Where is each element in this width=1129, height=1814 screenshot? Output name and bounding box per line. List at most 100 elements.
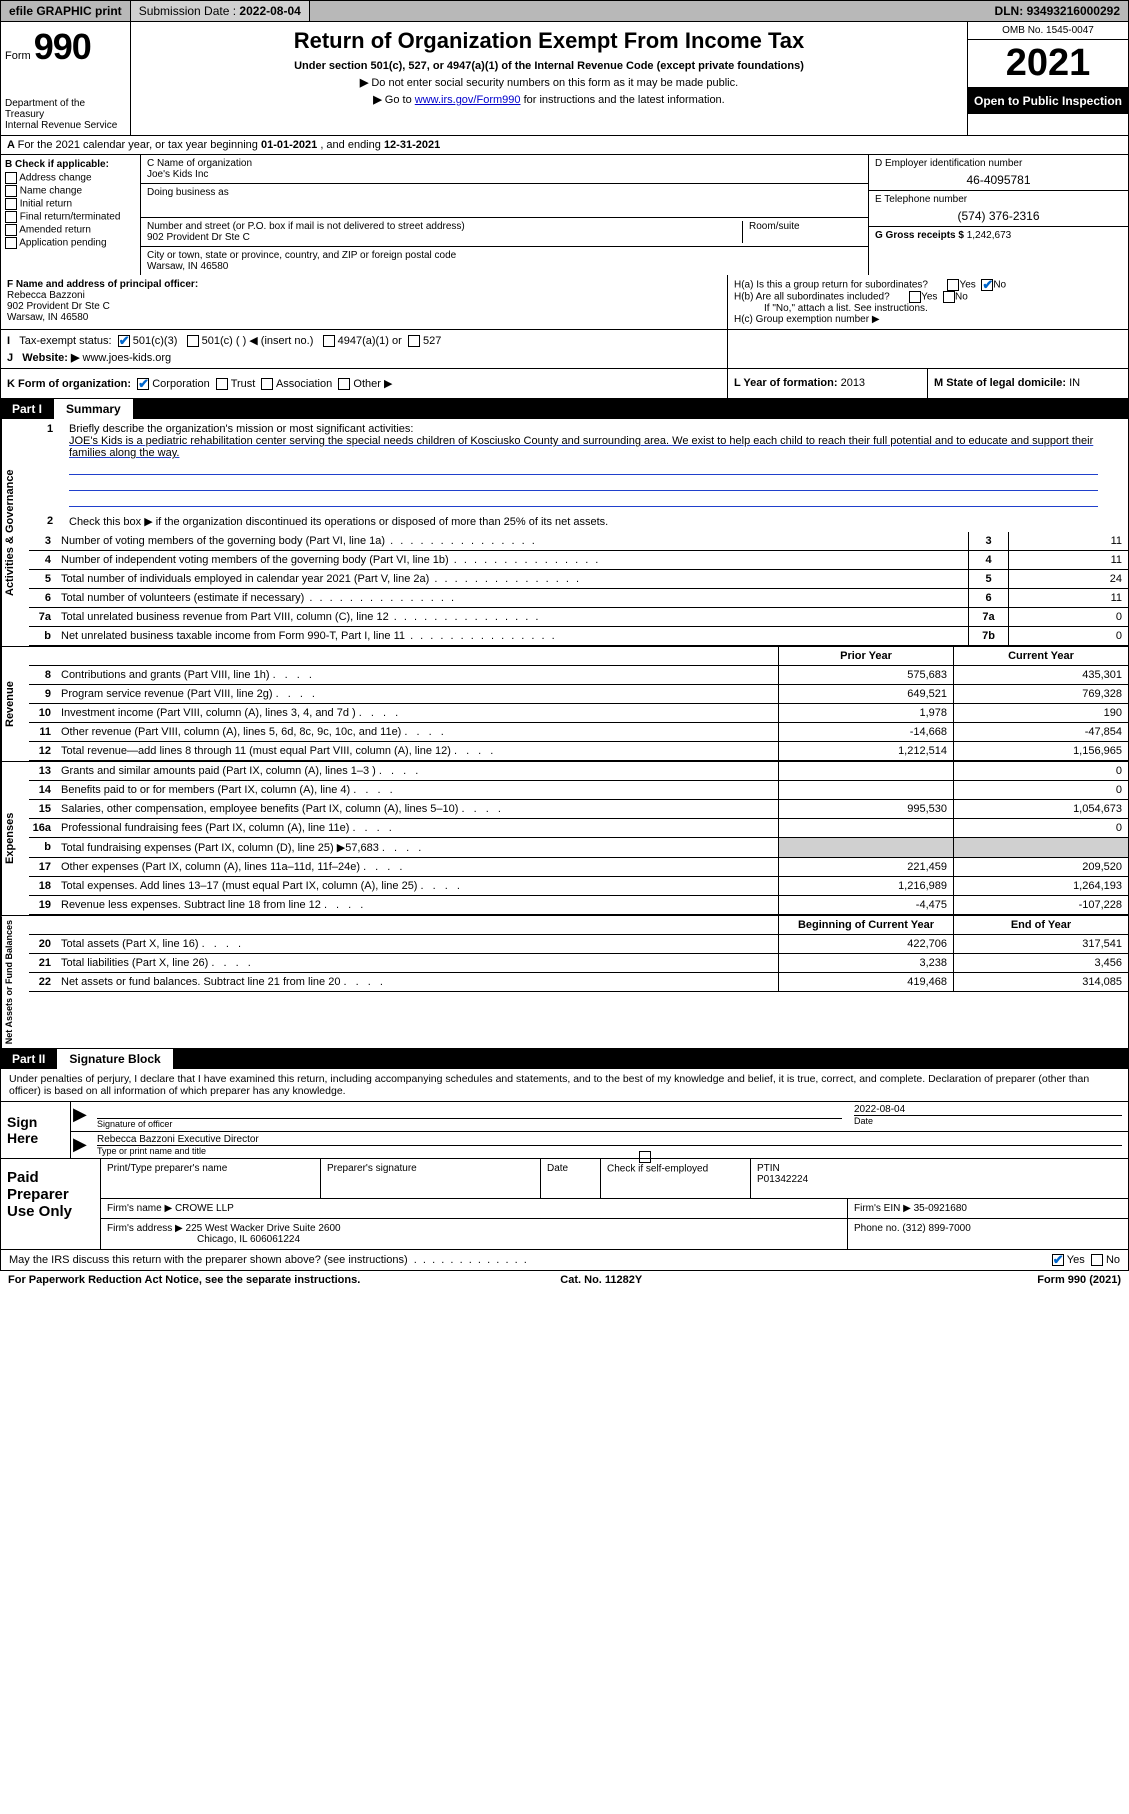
part-1-header: Part I Summary — [0, 399, 1129, 419]
chk-trust[interactable] — [216, 378, 228, 390]
org-name-box: C Name of organization Joe's Kids Inc — [141, 155, 868, 184]
ein-value: 46-4095781 — [875, 169, 1122, 187]
chk-initial-return[interactable]: Initial return — [5, 198, 136, 210]
firm-ein-value: 35-0921680 — [914, 1203, 967, 1214]
line-prior — [778, 781, 953, 799]
row-f-h: F Name and address of principal officer:… — [0, 275, 1129, 330]
line-text: Benefits paid to or for members (Part IX… — [57, 781, 778, 799]
line-current: -47,854 — [953, 723, 1128, 741]
part-2-title: Signature Block — [57, 1049, 172, 1069]
prep-sig-cell[interactable]: Preparer's signature — [321, 1159, 541, 1198]
chk-ha-yes[interactable] — [947, 279, 959, 291]
summary-line-7b: bNet unrelated business taxable income f… — [29, 627, 1128, 646]
name-title-label: Type or print name and title — [97, 1145, 1122, 1156]
line-num: 14 — [29, 781, 57, 799]
street-label: Number and street (or P.O. box if mail i… — [147, 221, 742, 232]
gross-box: G Gross receipts $ 1,242,673 — [869, 227, 1128, 244]
sign-row-2: ▶ Rebecca Bazzoni Executive Director Typ… — [71, 1132, 1128, 1158]
summary-body: Activities & Governance 1 Briefly descri… — [0, 419, 1129, 1049]
chk-address-change[interactable]: Address change — [5, 172, 136, 184]
line-value: 11 — [1008, 589, 1128, 607]
year-formation: L Year of formation: 2013 — [728, 369, 928, 398]
officer-addr2: Warsaw, IN 46580 — [7, 312, 88, 323]
state-domicile: M State of legal domicile: IN — [928, 369, 1128, 398]
mission-blank-3 — [69, 491, 1098, 507]
officer-signature-field[interactable]: Signature of officer — [91, 1102, 848, 1131]
prep-date-cell[interactable]: Date — [541, 1159, 601, 1198]
chk-4947[interactable] — [323, 335, 335, 347]
netassets-lines: Beginning of Current Year End of Year 20… — [29, 916, 1128, 1048]
summary-line-b: bTotal fundraising expenses (Part IX, co… — [29, 838, 1128, 858]
line-prior — [778, 819, 953, 837]
chk-corp[interactable] — [137, 378, 149, 390]
paid-preparer-label: Paid Preparer Use Only — [1, 1159, 101, 1249]
sign-row-1: ▶ Signature of officer 2022-08-04 Date — [71, 1102, 1128, 1132]
line-prior: 221,459 — [778, 858, 953, 876]
line-prior: 419,468 — [778, 973, 953, 991]
chk-hb-yes[interactable] — [909, 291, 921, 303]
year-cell: OMB No. 1545-0047 2021 Open to Public In… — [968, 22, 1128, 135]
summary-line-10: 10Investment income (Part VIII, column (… — [29, 704, 1128, 723]
chk-discuss-yes[interactable] — [1052, 1254, 1064, 1266]
h-a: H(a) Is this a group return for subordin… — [734, 279, 1122, 291]
gross-label: G Gross receipts $ — [875, 230, 964, 241]
org-name: Joe's Kids Inc — [147, 169, 862, 180]
efile-label[interactable]: efile GRAPHIC print — [1, 1, 131, 21]
firm-phone-value: (312) 899-7000 — [902, 1223, 970, 1234]
chk-other[interactable] — [338, 378, 350, 390]
line-prior: 649,521 — [778, 685, 953, 703]
info-grid: B Check if applicable: Address change Na… — [0, 155, 1129, 275]
principal-officer: F Name and address of principal officer:… — [1, 275, 728, 329]
chk-501c[interactable] — [187, 335, 199, 347]
line-current: 1,156,965 — [953, 742, 1128, 760]
sign-date-field: 2022-08-04 Date — [848, 1102, 1128, 1131]
chk-hb-no[interactable] — [943, 291, 955, 303]
line-text: Total fundraising expenses (Part IX, col… — [57, 838, 778, 857]
dept-treasury: Department of the Treasury — [5, 98, 126, 120]
chk-amended-return[interactable]: Amended return — [5, 224, 136, 236]
open-to-public: Open to Public Inspection — [968, 88, 1128, 114]
chk-assoc[interactable] — [261, 378, 273, 390]
title-cell: Return of Organization Exempt From Incom… — [131, 22, 968, 135]
row-k-l-m: K Form of organization: Corporation Trus… — [0, 369, 1129, 399]
prep-name-cell[interactable]: Print/Type preparer's name — [101, 1159, 321, 1198]
chk-application-pending[interactable]: Application pending — [5, 237, 136, 249]
expense-lines: 13Grants and similar amounts paid (Part … — [29, 762, 1128, 915]
line-text: Contributions and grants (Part VIII, lin… — [57, 666, 778, 684]
dba-box: Doing business as — [141, 184, 868, 218]
chk-self-employed[interactable] — [639, 1151, 651, 1163]
hdr-prior-year: Prior Year — [778, 647, 953, 665]
line-text: Total number of individuals employed in … — [57, 570, 968, 588]
form-header: Form 990 Department of the Treasury Inte… — [0, 22, 1129, 136]
line-current: 435,301 — [953, 666, 1128, 684]
officer-label: F Name and address of principal officer: — [7, 279, 198, 290]
sign-date-value: 2022-08-04 — [854, 1104, 1122, 1115]
line-text: Salaries, other compensation, employee b… — [57, 800, 778, 818]
line-num: 15 — [29, 800, 57, 818]
prep-name-label: Print/Type preparer's name — [107, 1163, 314, 1174]
submission-date: 2022-08-04 — [239, 4, 300, 18]
row-j: J Website: ▶ www.joes-kids.org — [7, 351, 721, 364]
line-num: 3 — [29, 532, 57, 550]
chk-discuss-no[interactable] — [1091, 1254, 1103, 1266]
irs-link[interactable]: www.irs.gov/Form990 — [415, 94, 521, 106]
sign-here-grid: Sign Here ▶ Signature of officer 2022-08… — [0, 1102, 1129, 1159]
line-text: Professional fundraising fees (Part IX, … — [57, 819, 778, 837]
chk-ha-no[interactable] — [981, 279, 993, 291]
line-text: Total liabilities (Part X, line 26) . . … — [57, 954, 778, 972]
note-ssn: ▶ Do not enter social security numbers o… — [141, 76, 957, 89]
chk-527[interactable] — [408, 335, 420, 347]
line-boxnum: 3 — [968, 532, 1008, 550]
summary-line-6: 6Total number of volunteers (estimate if… — [29, 589, 1128, 608]
chk-501c3[interactable] — [118, 335, 130, 347]
tax-exempt-website: I Tax-exempt status: 501(c)(3) 501(c) ( … — [1, 330, 728, 368]
col-d-ein: D Employer identification number 46-4095… — [868, 155, 1128, 275]
subtitle: Under section 501(c), 527, or 4947(a)(1)… — [141, 60, 957, 72]
sign-arrow-icon-2: ▶ — [71, 1132, 91, 1158]
firm-phone-label: Phone no. — [854, 1223, 900, 1234]
chk-name-change[interactable]: Name change — [5, 185, 136, 197]
chk-final-return[interactable]: Final return/terminated — [5, 211, 136, 223]
hdr-eoy: End of Year — [953, 916, 1128, 934]
line-prior: -14,668 — [778, 723, 953, 741]
line-current: 209,520 — [953, 858, 1128, 876]
